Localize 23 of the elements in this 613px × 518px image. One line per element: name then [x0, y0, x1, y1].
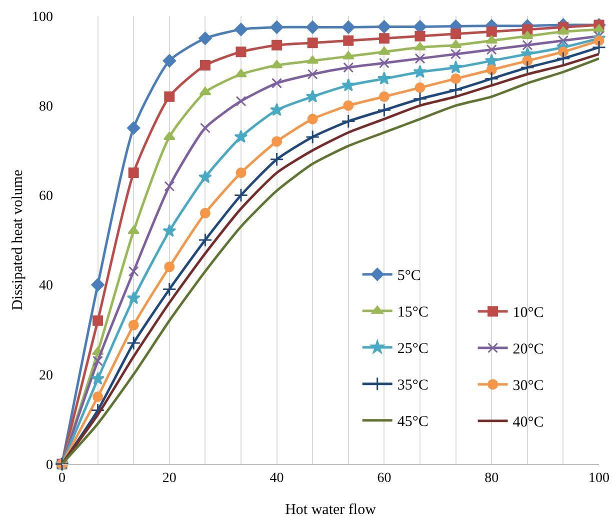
y-tick-label: 100 — [32, 10, 53, 25]
legend-label: 45°C — [397, 414, 428, 430]
y-tick-label: 0 — [46, 458, 53, 473]
legend-label: 15°C — [397, 304, 428, 321]
legend-label: 35°C — [397, 378, 428, 394]
y-tick-label: 20 — [39, 368, 53, 384]
legend-label: 5°C — [397, 268, 421, 284]
y-tick-label: 40 — [39, 278, 53, 294]
legend-label: 40°C — [512, 414, 544, 431]
x-axis-title: Hot water flow — [285, 502, 376, 518]
y-axis-title: Dissipated heat volume — [10, 169, 26, 310]
legend-label: 25°C — [397, 341, 428, 358]
legend-label: 20°C — [512, 342, 544, 358]
y-tick-label: 80 — [39, 100, 53, 114]
legend-label: 30°C — [512, 378, 544, 394]
x-tick-label: 100 — [588, 470, 610, 486]
legend-label: 10°C — [512, 305, 544, 322]
x-tick-label: 60 — [377, 470, 392, 486]
x-tick-label: 80 — [484, 470, 499, 486]
y-tick-label: 60 — [39, 189, 53, 204]
x-tick-label: 40 — [270, 470, 284, 486]
x-tick-label: 0 — [58, 470, 66, 486]
x-tick-label: 20 — [162, 470, 176, 486]
